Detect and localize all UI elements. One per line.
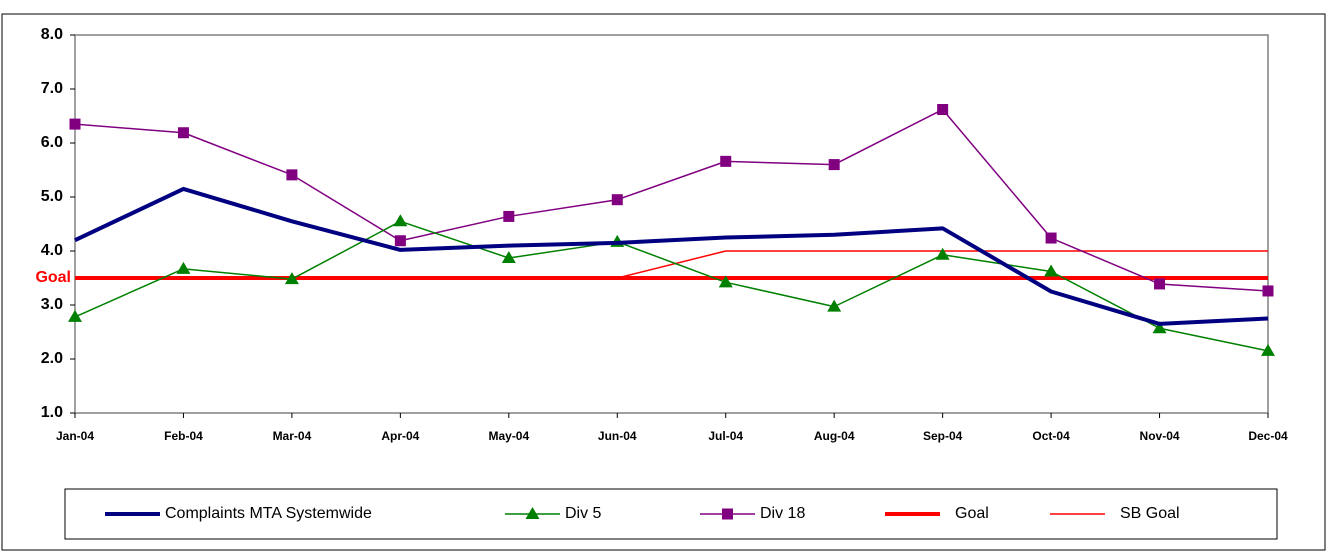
legend-label: Complaints MTA Systemwide — [165, 505, 372, 522]
data-point — [828, 159, 840, 171]
data-point — [176, 261, 191, 274]
data-point — [1044, 264, 1059, 277]
x-tick-label: Mar-04 — [273, 429, 312, 443]
data-point — [1152, 321, 1167, 334]
y-tick-label: 7.0 — [41, 80, 63, 97]
data-point — [935, 247, 950, 260]
data-point — [69, 118, 81, 130]
x-tick-label: Sep-04 — [923, 429, 963, 443]
x-tick-label: Jul-04 — [708, 429, 743, 443]
data-point — [503, 210, 515, 222]
data-point — [1262, 285, 1274, 297]
data-point — [611, 194, 623, 206]
goal-annotation: Goal — [35, 269, 71, 286]
x-tick-label: Apr-04 — [381, 429, 419, 443]
series-line — [74, 186, 1269, 326]
legend-label: Goal — [955, 505, 989, 522]
data-point — [284, 272, 299, 285]
data-point — [718, 275, 733, 288]
data-point — [177, 127, 189, 139]
data-point — [68, 309, 82, 322]
y-tick-label: 2.0 — [41, 350, 63, 367]
data-point — [501, 251, 516, 264]
data-point — [394, 235, 406, 247]
y-tick-label: 6.0 — [41, 134, 63, 151]
data-point — [1261, 343, 1275, 356]
x-tick-label: May-04 — [488, 429, 529, 443]
legend-label: Div 18 — [760, 505, 805, 522]
series-line — [74, 220, 1269, 352]
y-tick-label: 3.0 — [41, 296, 63, 313]
legend-marker — [722, 508, 733, 520]
x-tick-label: Feb-04 — [164, 429, 203, 443]
data-point — [937, 104, 949, 116]
data-point — [720, 155, 732, 167]
plot-area — [74, 34, 1269, 414]
x-tick-label: Jan-04 — [56, 429, 94, 443]
legend-label: Div 5 — [565, 505, 602, 522]
y-tick-label: 8.0 — [41, 26, 63, 43]
x-tick-label: Aug-04 — [814, 429, 855, 443]
data-point — [286, 169, 298, 181]
data-point — [1154, 278, 1166, 290]
y-tick-label: 5.0 — [41, 188, 63, 205]
x-tick-label: Dec-04 — [1248, 429, 1288, 443]
y-tick-label: 4.0 — [41, 242, 63, 259]
series-line — [74, 108, 1269, 292]
x-tick-label: Jun-04 — [598, 429, 637, 443]
data-point — [1045, 232, 1057, 244]
legend-label: SB Goal — [1120, 505, 1180, 522]
data-point — [827, 299, 842, 312]
x-tick-label: Nov-04 — [1140, 429, 1180, 443]
legend-marker — [525, 507, 540, 519]
x-tick-label: Oct-04 — [1032, 429, 1070, 443]
y-tick-label: 1.0 — [41, 404, 63, 421]
data-point — [393, 214, 408, 227]
